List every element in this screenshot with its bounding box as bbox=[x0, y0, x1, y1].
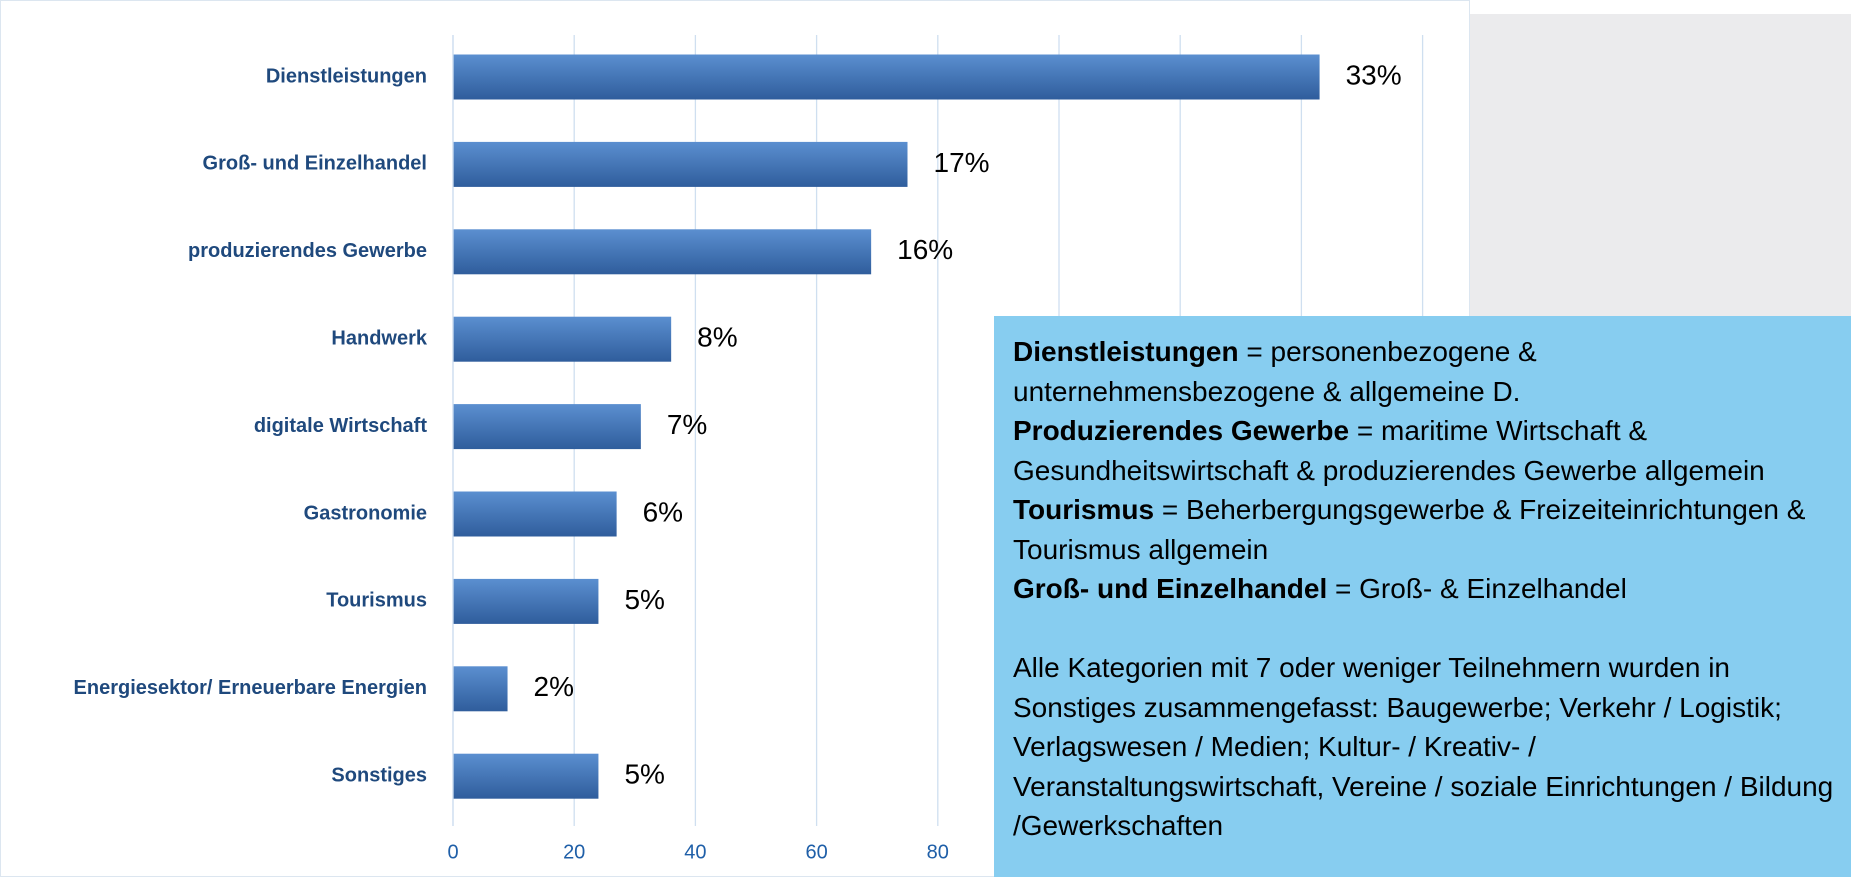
category-label: Sonstiges bbox=[331, 764, 427, 786]
definition-text: = Beherbergungsgewerbe & Freizeiteinrich… bbox=[1013, 494, 1806, 565]
category-label: produzierendes Gewerbe bbox=[188, 240, 427, 262]
x-tick-label: 0 bbox=[447, 841, 458, 863]
bar bbox=[453, 491, 617, 537]
value-label: 8% bbox=[697, 322, 737, 353]
category-label: Gastronomie bbox=[304, 502, 427, 524]
definition-term: Dienstleistungen bbox=[1013, 336, 1239, 367]
category-label: Tourismus bbox=[326, 590, 427, 612]
value-label: 16% bbox=[897, 234, 953, 265]
definition-text: = maritime Wirtschaft & Gesundheitswirts… bbox=[1013, 415, 1765, 486]
value-label: 5% bbox=[624, 584, 664, 615]
value-label: 2% bbox=[534, 671, 574, 702]
definition: Dienstleistungen = personenbezogene & un… bbox=[1013, 332, 1841, 411]
definition: Tourismus = Beherbergungsgewerbe & Freiz… bbox=[1013, 490, 1841, 569]
bar bbox=[453, 141, 908, 187]
x-tick-label: 40 bbox=[684, 841, 706, 863]
category-label: Groß- und Einzelhandel bbox=[203, 153, 427, 175]
category-label: Energiesektor/ Erneuerbare Energien bbox=[74, 677, 427, 699]
bar bbox=[453, 54, 1320, 100]
note-text: Alle Kategorien mit 7 oder weniger Teiln… bbox=[1013, 652, 1834, 841]
definition-term: Produzierendes Gewerbe bbox=[1013, 415, 1350, 446]
x-tick-label: 80 bbox=[927, 841, 949, 863]
value-label: 7% bbox=[667, 409, 707, 440]
definition-text: = personenbezogene & unternehmensbezogen… bbox=[1013, 336, 1537, 407]
x-tick-label: 60 bbox=[805, 841, 827, 863]
spacer bbox=[1013, 609, 1841, 649]
category-label: digitale Wirtschaft bbox=[254, 415, 428, 437]
category-label: Handwerk bbox=[331, 327, 427, 349]
value-label: 33% bbox=[1346, 59, 1402, 90]
bar bbox=[453, 578, 599, 624]
bar bbox=[453, 404, 641, 450]
value-label: 17% bbox=[934, 147, 990, 178]
definition: Groß- und Einzelhandel = Groß- & Einzelh… bbox=[1013, 569, 1841, 609]
bar bbox=[453, 753, 599, 799]
value-label: 6% bbox=[643, 496, 683, 527]
bar bbox=[453, 316, 672, 362]
definition: Produzierendes Gewerbe = maritime Wirtsc… bbox=[1013, 411, 1841, 490]
definition-term: Groß- und Einzelhandel bbox=[1013, 573, 1328, 604]
definition-term: Tourismus bbox=[1013, 494, 1155, 525]
definition-text: = Groß- & Einzelhandel bbox=[1335, 573, 1627, 604]
category-label: Dienstleistungen bbox=[266, 65, 427, 87]
value-label: 5% bbox=[624, 759, 664, 790]
bar bbox=[453, 229, 872, 275]
bar bbox=[453, 666, 508, 712]
note-box: Dienstleistungen = personenbezogene & un… bbox=[994, 316, 1851, 877]
x-tick-label: 20 bbox=[563, 841, 585, 863]
